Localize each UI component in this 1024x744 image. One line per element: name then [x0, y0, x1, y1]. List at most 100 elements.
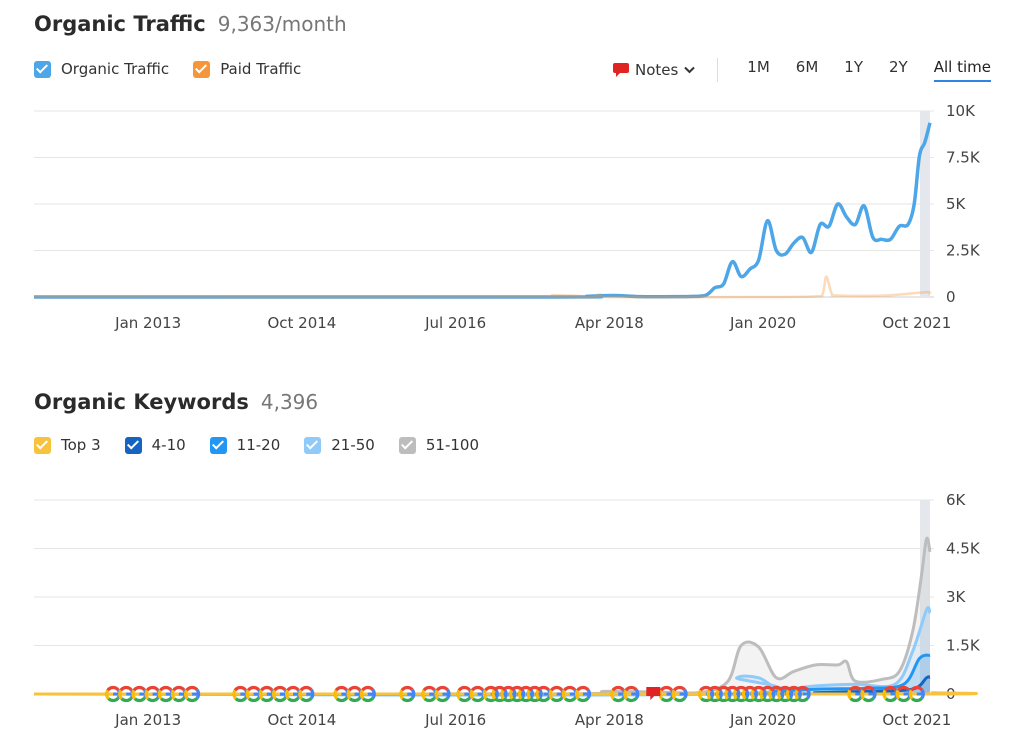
paid-traffic-checkbox[interactable] — [193, 60, 211, 78]
11-20-checkbox[interactable] — [209, 436, 227, 454]
google-icon-arc — [298, 689, 303, 700]
google-icon-arc — [777, 689, 782, 700]
google-icon-arc — [896, 685, 910, 692]
google-icon-arc — [132, 685, 146, 692]
google-icon-arc — [401, 697, 414, 703]
google-icon-arc — [271, 689, 277, 700]
51-100-checkbox[interactable] — [398, 436, 416, 454]
series-area-21-50 — [34, 607, 930, 696]
google-icon-arc — [895, 689, 901, 700]
google-icon-arc — [884, 697, 897, 703]
google-icon-arc — [849, 697, 862, 703]
google-icon-arc — [435, 685, 449, 692]
x-tick-label: Oct 2014 — [267, 314, 336, 332]
google-icon-arc — [848, 685, 862, 692]
time-range-controls: Notes 1M 6M 1Y 2Y All time — [612, 58, 1004, 82]
google-icon-arc — [184, 689, 189, 700]
legend-51-100[interactable]: 51-100 — [398, 436, 479, 454]
google-icon-arc — [300, 697, 313, 703]
google-icon-arc — [482, 689, 488, 700]
google-icon-arc — [561, 689, 567, 700]
range-2y[interactable]: 2Y — [889, 58, 908, 76]
google-icon-arc — [883, 685, 897, 692]
google-icon-arc — [911, 697, 924, 703]
google-icon-arc — [471, 697, 484, 703]
x-tick-label: Oct 2014 — [267, 711, 336, 729]
google-icon-arc — [423, 697, 436, 703]
range-all-time[interactable]: All time — [933, 58, 991, 82]
google-update-icon — [359, 685, 376, 703]
legend-21-50[interactable]: 21-50 — [304, 436, 375, 454]
google-icon-arc — [145, 685, 159, 692]
legend-label: 11-20 — [236, 436, 281, 454]
google-update-icon — [170, 685, 187, 703]
google-icon-arc — [232, 689, 238, 700]
google-icon-arc — [715, 689, 721, 700]
google-icon-arc — [759, 689, 765, 700]
google-update-icon — [908, 685, 925, 703]
google-icon-arc — [246, 685, 260, 692]
google-icon-arc — [247, 697, 260, 703]
legend-label: Paid Traffic — [220, 60, 302, 78]
legend-4-10[interactable]: 4-10 — [124, 436, 186, 454]
google-icon-arc — [170, 689, 176, 700]
current-period-band — [920, 500, 930, 694]
google-update-icon — [434, 685, 451, 703]
range-1m[interactable]: 1M — [747, 58, 770, 76]
google-icon-arc — [105, 689, 110, 700]
x-tick-label: Apr 2018 — [575, 314, 644, 332]
google-icon-arc — [234, 697, 247, 703]
google-icon-arc — [910, 685, 924, 692]
legend-organic-traffic[interactable]: Organic Traffic — [34, 60, 169, 78]
series-line-paid-traffic — [33, 275, 932, 299]
google-update-icon — [671, 685, 688, 703]
4-10-checkbox[interactable] — [124, 436, 142, 454]
series-line-organic-traffic — [33, 122, 932, 299]
google-icon-arc — [469, 689, 475, 700]
google-icon-arc — [861, 685, 875, 692]
google-icon-arc — [172, 685, 186, 692]
google-icon-arc — [576, 685, 590, 692]
y-tick-label: 7.5K — [946, 149, 981, 167]
google-icon-arc — [399, 689, 404, 700]
y-tick-label: 0 — [946, 288, 956, 306]
google-icon-arc — [862, 697, 875, 703]
traffic-title: Organic Traffic — [34, 12, 206, 36]
legend-label: 51-100 — [425, 436, 479, 454]
google-icon-arc — [517, 689, 523, 700]
google-icon-arc — [286, 685, 300, 692]
notes-dropdown[interactable]: Notes — [612, 58, 719, 82]
legend-top-3[interactable]: Top 3 — [34, 436, 101, 454]
google-icon-arc — [287, 697, 300, 703]
21-50-checkbox[interactable] — [304, 436, 322, 454]
google-icon-arc — [577, 697, 590, 703]
google-icon-arc — [564, 697, 577, 703]
legend-11-20[interactable]: 11-20 — [209, 436, 281, 454]
google-update-icon — [895, 685, 912, 703]
current-period-band — [920, 111, 930, 297]
google-icon-arc — [612, 697, 625, 703]
keywords-title: Organic Keywords — [34, 390, 249, 414]
google-icon-arc — [107, 697, 120, 703]
range-6m[interactable]: 6M — [795, 58, 819, 76]
google-icon-arc — [245, 689, 251, 700]
google-icon-arc — [299, 685, 313, 692]
google-icon-arc — [536, 685, 550, 692]
google-icon-arc — [794, 689, 800, 700]
google-icon-arc — [550, 685, 563, 692]
legend-paid-traffic[interactable]: Paid Traffic — [193, 60, 301, 78]
google-icon-arc — [260, 685, 274, 692]
top-3-checkbox[interactable] — [34, 436, 51, 454]
organic-traffic-checkbox[interactable] — [34, 60, 51, 78]
range-1y[interactable]: 1Y — [844, 58, 864, 76]
y-tick-label: 1.5K — [946, 637, 981, 655]
google-icon-arc — [274, 697, 287, 703]
google-icon-arc — [796, 697, 809, 703]
google-icon-arc — [535, 689, 541, 700]
google-icon-arc — [847, 689, 852, 700]
series-area-51-100 — [34, 538, 930, 695]
google-icon-arc — [785, 689, 791, 700]
google-icon-arc — [361, 685, 375, 692]
google-icon-arc — [897, 697, 910, 703]
